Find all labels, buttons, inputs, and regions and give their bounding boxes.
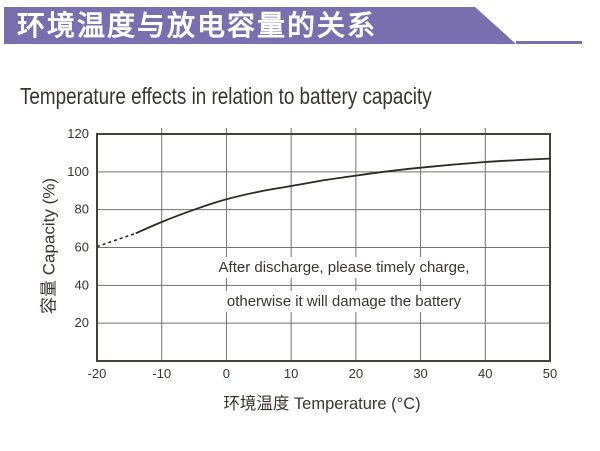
capacity-curve-dashed-segment <box>96 232 137 248</box>
chart-title: Temperature effects in relation to batte… <box>20 83 432 109</box>
x-tick-label: 50 <box>543 366 557 381</box>
y-tick-label: 20 <box>75 315 89 330</box>
y-tick-label: 40 <box>75 277 89 292</box>
x-tick-label: 0 <box>223 366 230 381</box>
x-tick-label: 30 <box>413 366 427 381</box>
header-banner-tail-line <box>516 41 582 44</box>
y-axis-title: 容量 Capacity (%) <box>39 177 59 315</box>
x-tick-label: -10 <box>152 366 171 381</box>
annotation-line-1: After discharge, please timely charge, <box>211 257 477 278</box>
x-tick-label: -20 <box>88 366 107 381</box>
x-tick-label: 10 <box>284 366 298 381</box>
header-banner: 环境温度与放电容量的关系 <box>4 7 516 44</box>
x-axis-title: 环境温度 Temperature (°C) <box>223 395 421 413</box>
annotation-line-2: otherwise it will damage the battery <box>219 291 469 312</box>
capacity-curve <box>135 157 551 235</box>
y-tick-label: 80 <box>75 202 89 217</box>
y-tick-label: 60 <box>75 240 89 255</box>
x-tick-label: 20 <box>349 366 363 381</box>
x-tick-label: 40 <box>478 366 492 381</box>
plot-border <box>96 133 551 362</box>
y-tick-label: 120 <box>67 126 89 141</box>
header-title: 环境温度与放电容量的关系 <box>17 10 378 41</box>
y-tick-label: 100 <box>67 164 89 179</box>
